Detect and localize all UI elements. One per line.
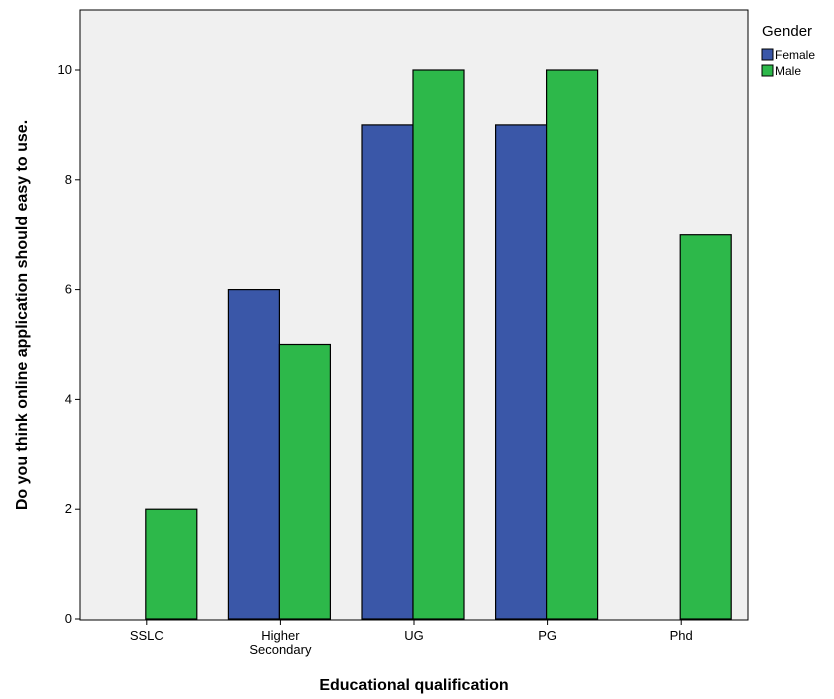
y-tick-label: 8: [65, 172, 72, 187]
y-tick-label: 6: [65, 282, 72, 297]
y-tick-label: 0: [65, 611, 72, 626]
x-tick-label: SSLC: [130, 628, 164, 643]
x-tick-label: Phd: [670, 628, 693, 643]
bar-male-phd: [679, 234, 732, 620]
legend-swatch-female: [761, 48, 774, 61]
y-tick-label: 4: [65, 391, 72, 406]
y-tick-label: 2: [65, 501, 72, 516]
bar-female-ug: [361, 124, 414, 620]
bar-male-sslc: [145, 508, 198, 620]
legend-title: Gender: [762, 23, 812, 40]
y-tick-label: 10: [58, 62, 72, 77]
legend-label-male: Male: [775, 64, 801, 78]
bar-male-higher-secondary: [278, 343, 331, 620]
x-axis-title: Educational qualification: [319, 677, 508, 694]
y-axis-title: Do you think online application should e…: [14, 120, 31, 510]
bar-male-pg: [545, 69, 599, 620]
bars-group: [145, 69, 732, 620]
legend: Gender Female Male: [761, 23, 815, 78]
x-axis: SSLC Higher Secondary UG PG Phd: [130, 620, 693, 657]
bar-male-ug: [412, 69, 465, 620]
bar-female-pg: [495, 124, 548, 620]
x-tick-label: PG: [538, 628, 557, 643]
x-tick-label: UG: [404, 628, 424, 643]
legend-swatch-male: [761, 64, 774, 77]
bar-female-higher-secondary: [227, 289, 280, 620]
legend-label-female: Female: [775, 48, 815, 62]
x-tick-label: Higher Secondary: [249, 628, 312, 657]
y-axis: 0 2 4 6 8 10: [58, 62, 80, 626]
